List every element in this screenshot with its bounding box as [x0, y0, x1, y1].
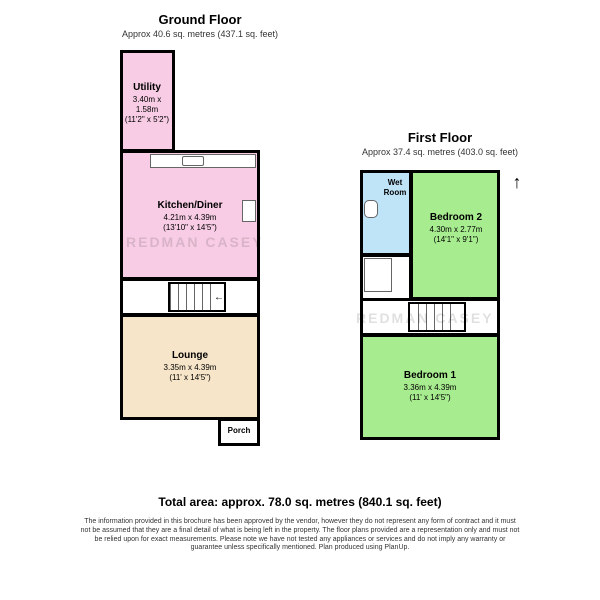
label-bed1: Bedroom 1 3.36m x 4.39m (11' x 14'5"): [380, 370, 480, 403]
kitchen-hob: [242, 200, 256, 222]
ground-title-text: Ground Floor: [158, 12, 241, 27]
label-wet: Wet Room: [378, 178, 412, 198]
shower-tray: [364, 258, 392, 292]
first-floor-plan: Wet Room Bedroom 2 4.30m x 2.77m (14'1" …: [360, 170, 505, 445]
first-title-text: First Floor: [408, 130, 472, 145]
stair-steps-f: [410, 304, 464, 330]
ground-subtitle: Approx 40.6 sq. metres (437.1 sq. feet): [120, 29, 280, 39]
total-area-line: Total area: approx. 78.0 sq. metres (840…: [0, 495, 600, 509]
first-floor-title: First Floor Approx 37.4 sq. metres (403.…: [350, 130, 530, 157]
label-bed2: Bedroom 2 4.30m x 2.77m (14'1" x 9'1"): [414, 212, 498, 245]
label-lounge: Lounge 3.35m x 4.39m (11' x 14'5"): [140, 350, 240, 383]
label-porch: Porch: [220, 426, 258, 436]
ground-floor-title: Ground Floor Approx 40.6 sq. metres (437…: [120, 12, 280, 39]
disclaimer-text: The information provided in this brochur…: [80, 518, 520, 553]
label-utility: Utility 3.40m x 1.58m (11'2" x 5'2"): [122, 82, 172, 125]
stair-steps-g: ←: [170, 284, 224, 310]
label-kitchen: Kitchen/Diner 4.21m x 4.39m (13'10" x 14…: [140, 200, 240, 233]
toilet: [364, 200, 378, 218]
compass-icon: ↑: [505, 172, 529, 196]
first-subtitle: Approx 37.4 sq. metres (403.0 sq. feet): [350, 147, 530, 157]
kitchen-sink: [182, 156, 204, 166]
ground-floor-plan: ← Utility 3.40m x 1.58m (11'2" x 5'2") K…: [120, 50, 265, 450]
